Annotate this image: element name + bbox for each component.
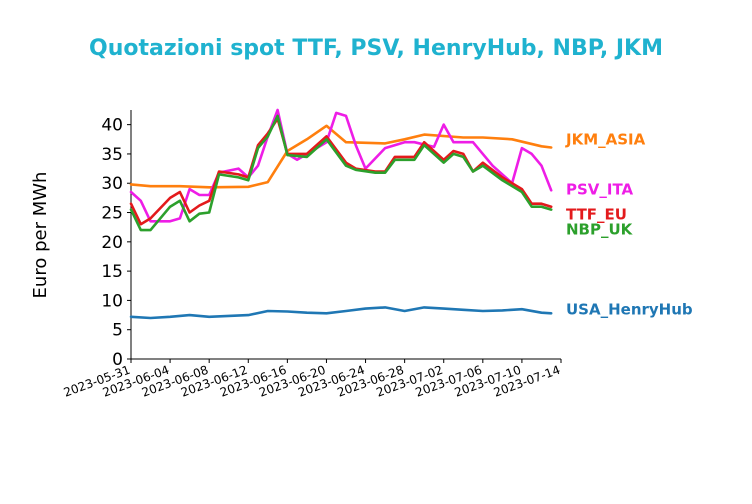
y-tick-label: 5 — [112, 321, 123, 341]
series-lines — [129, 108, 553, 320]
y-axis-label: Euro per MWh — [30, 172, 51, 299]
y-tick-label: 35 — [101, 145, 123, 165]
y-tick-label: 20 — [101, 233, 123, 253]
series-line-jkm-asia — [129, 124, 553, 189]
series-line-usa-henryhub — [129, 306, 553, 320]
series-label-jkm-asia: JKM_ASIA — [565, 131, 646, 149]
series-label-ttf-eu: TTF_EU — [566, 206, 627, 224]
chart-title: Quotazioni spot TTF, PSV, HenryHub, NBP,… — [89, 36, 663, 61]
series-line-nbp-uk — [129, 114, 553, 232]
series-label-psv-ita: PSV_ITA — [566, 181, 634, 199]
series-label-usa-henryhub: USA_HenryHub — [566, 301, 693, 319]
y-tick-label: 10 — [101, 291, 123, 311]
series-line-psv-ita — [129, 108, 553, 223]
ticks: 05101520253035402023-05-312023-06-042023… — [62, 116, 562, 400]
y-tick-label: 40 — [101, 116, 123, 136]
y-tick-label: 0 — [112, 350, 123, 370]
series-label-nbp-uk: NBP_UK — [566, 221, 634, 239]
series-line-ttf-eu — [129, 117, 553, 226]
axes — [130, 110, 561, 360]
y-tick-label: 15 — [101, 262, 123, 282]
y-tick-label: 25 — [101, 204, 123, 224]
y-tick-label: 30 — [101, 174, 123, 194]
